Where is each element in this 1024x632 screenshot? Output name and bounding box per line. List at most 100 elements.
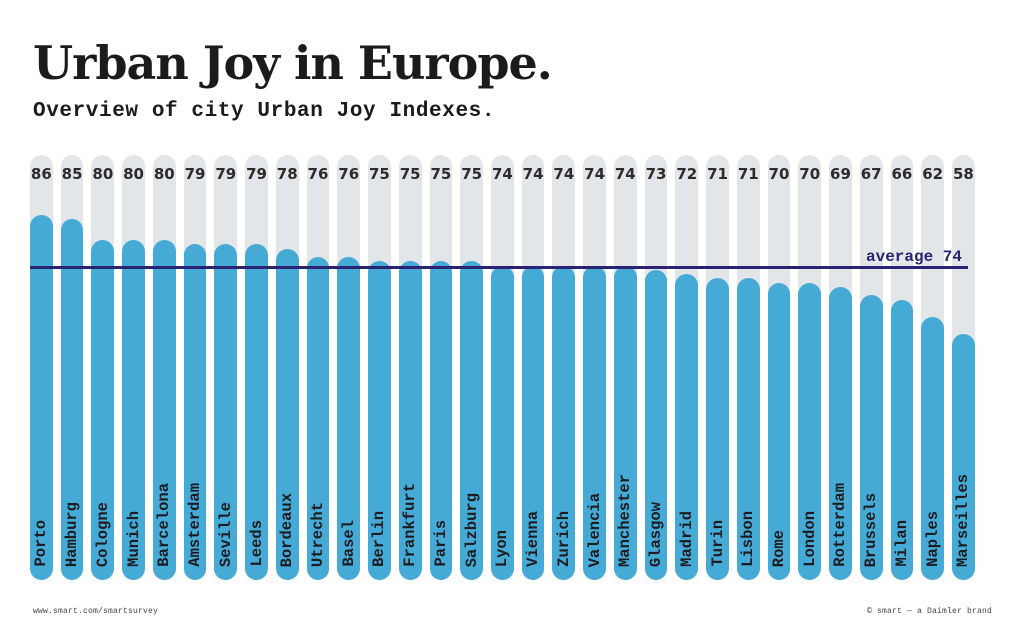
- bar: [337, 257, 361, 580]
- bar: [952, 333, 975, 580]
- bar-column: 80 Munich: [122, 155, 145, 580]
- bar-column: 69 Rotterdam: [829, 155, 852, 580]
- bar-value-label: 80: [153, 165, 175, 183]
- bar-value-label: 74: [614, 165, 636, 183]
- bar-city-label-wrap: Amsterdam: [184, 483, 207, 567]
- bar-city-label-wrap: Utrecht: [307, 502, 330, 567]
- bar-city-label: Utrecht: [308, 501, 327, 567]
- bar: [152, 240, 176, 580]
- bar-city-label: Munich: [124, 511, 143, 567]
- bar: [275, 248, 299, 580]
- footer-source-url: www.smart.com/smartsurvey: [33, 607, 159, 616]
- bar-city-label-wrap: Bordeaux: [276, 493, 299, 567]
- bar-city-label-wrap: Leeds: [245, 520, 268, 567]
- bar-city-label: Glasgow: [647, 501, 666, 567]
- bar-value-label: 86: [30, 165, 52, 183]
- bar: [429, 261, 453, 580]
- bar-column: 67 Brussels: [859, 155, 883, 580]
- bar: [491, 265, 514, 580]
- bar: [521, 265, 545, 580]
- bar-chart: 86 Porto 85 Hamburg 80 Cologne 80 Munich…: [30, 155, 975, 580]
- bar-column: 73 Glasgow: [644, 155, 668, 580]
- bar-value-label: 80: [92, 165, 114, 183]
- bar-city-label: Milan: [892, 520, 911, 567]
- bar-city-label: Rome: [769, 529, 788, 567]
- bar-value-label: 72: [676, 165, 698, 183]
- bar-city-label-wrap: Madrid: [675, 511, 698, 567]
- bar-city-label-wrap: Brussels: [860, 493, 883, 567]
- bar-column: 75 Salzburg: [460, 155, 484, 580]
- bar: [30, 214, 53, 580]
- bar-city-label-wrap: Rome: [768, 530, 791, 567]
- bar-value-label: 75: [461, 165, 483, 183]
- bar: [644, 269, 668, 580]
- bar-city-label-wrap: Glasgow: [645, 502, 668, 567]
- bar-city-label: Brussels: [862, 492, 881, 567]
- bar: [767, 282, 791, 580]
- bar-city-label-wrap: Porto: [30, 520, 53, 567]
- bar-value-label: 71: [737, 165, 759, 183]
- bar-column: 85 Hamburg: [60, 155, 84, 580]
- bar-city-label: Zurich: [554, 511, 573, 567]
- bar-column: 58 Marseilles: [952, 155, 975, 580]
- bar-value-label: 62: [922, 165, 944, 183]
- bar-city-label: Lisbon: [739, 511, 758, 567]
- bar-value-label: 58: [952, 165, 974, 183]
- bar-column: 80 Barcelona: [152, 155, 176, 580]
- bar-city-label-wrap: Berlin: [368, 511, 391, 567]
- bar: [736, 278, 760, 580]
- bar-column: 79 Amsterdam: [183, 155, 207, 580]
- bar-city-label-wrap: Zurich: [552, 511, 575, 567]
- bar-city-label-wrap: Basel: [337, 520, 360, 567]
- bar-city-label: Cologne: [93, 501, 112, 567]
- bar-city-label: Barcelona: [155, 483, 174, 567]
- bar: [829, 286, 852, 580]
- bar-city-label-wrap: Rotterdam: [829, 483, 852, 567]
- bar-city-label: Amsterdam: [186, 483, 205, 567]
- bar-column: 80 Cologne: [91, 155, 115, 580]
- bar-city-label: Lyon: [493, 529, 512, 567]
- bar-city-label: Seville: [216, 501, 235, 567]
- bar-city-label: Frankfurt: [401, 483, 420, 567]
- bar-city-label-wrap: London: [798, 511, 821, 567]
- bar: [245, 244, 268, 580]
- bar-value-label: 76: [307, 165, 329, 183]
- bar-city-label-wrap: Lisbon: [737, 511, 760, 567]
- bar-value-label: 75: [369, 165, 390, 183]
- bar-columns: 86 Porto 85 Hamburg 80 Cologne 80 Munich…: [30, 155, 975, 580]
- bar: [60, 218, 84, 580]
- bar-column: 71 Lisbon: [736, 155, 760, 580]
- bar-column: 71 Turin: [706, 155, 729, 580]
- bar: [214, 244, 238, 580]
- bar-value-label: 74: [522, 165, 544, 183]
- bar-city-label: Turin: [708, 520, 727, 567]
- bar-column: 74 Manchester: [613, 155, 637, 580]
- bar: [798, 282, 822, 580]
- bar-city-label: Hamburg: [63, 501, 82, 567]
- bar-value-label: 79: [246, 165, 267, 183]
- bar-city-label-wrap: Manchester: [614, 474, 637, 567]
- bar-city-label: Salzburg: [462, 492, 481, 567]
- bar-value-label: 73: [645, 165, 667, 183]
- bar-value-label: 76: [338, 165, 360, 183]
- bar-city-label-wrap: Barcelona: [153, 483, 176, 567]
- bar-city-label-wrap: Frankfurt: [399, 483, 422, 567]
- bar-value-label: 74: [491, 165, 513, 183]
- bar-column: 76 Utrecht: [306, 155, 330, 580]
- bar-city-label-wrap: Cologne: [91, 502, 114, 567]
- bar-column: 74 Zurich: [552, 155, 576, 580]
- bar-column: 75 Paris: [429, 155, 453, 580]
- bar-city-label-wrap: Milan: [891, 520, 914, 567]
- bar-value-label: 71: [707, 165, 728, 183]
- bar-value-label: 85: [61, 165, 83, 183]
- bar: [91, 240, 115, 580]
- bar-value-label: 79: [184, 165, 206, 183]
- bar-column: 86 Porto: [30, 155, 53, 580]
- bar-city-label: Vienna: [524, 511, 543, 567]
- bar-column: 76 Basel: [337, 155, 361, 580]
- bar-column: 66 Milan: [890, 155, 914, 580]
- bar: [921, 316, 945, 580]
- bar-city-label-wrap: Lyon: [491, 530, 514, 567]
- page-subtitle: Overview of city Urban Joy Indexes.: [33, 100, 496, 123]
- bar: [859, 295, 883, 580]
